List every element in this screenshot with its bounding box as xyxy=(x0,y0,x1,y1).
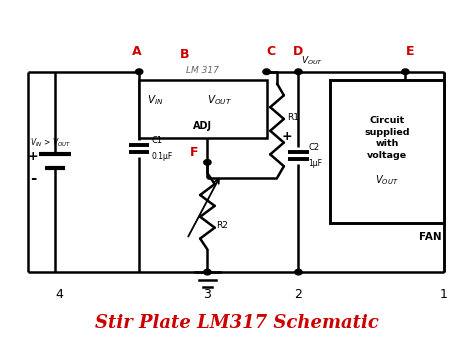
Text: $V_{IN}$ > $V_{OUT}$: $V_{IN}$ > $V_{OUT}$ xyxy=(30,136,71,148)
Text: ADJ: ADJ xyxy=(193,121,212,131)
Circle shape xyxy=(136,69,143,74)
Text: +: + xyxy=(282,130,292,143)
Text: A: A xyxy=(132,45,142,58)
Circle shape xyxy=(204,160,211,165)
Text: $V_{OUT}$: $V_{OUT}$ xyxy=(375,173,399,187)
Text: Stir Plate LM317 Schematic: Stir Plate LM317 Schematic xyxy=(95,314,379,332)
Text: Circuit
supplied
with
voltage: Circuit supplied with voltage xyxy=(365,116,410,160)
Text: C1: C1 xyxy=(152,136,163,145)
Circle shape xyxy=(295,269,302,275)
Text: C2: C2 xyxy=(309,143,319,152)
Text: 2: 2 xyxy=(294,288,302,301)
Text: R1: R1 xyxy=(287,113,299,122)
Bar xyxy=(330,81,444,223)
Text: 3: 3 xyxy=(203,288,211,301)
Text: LM 317: LM 317 xyxy=(186,66,219,75)
Text: 1: 1 xyxy=(440,288,448,301)
Text: E: E xyxy=(406,45,414,58)
Text: R2: R2 xyxy=(217,221,228,229)
Text: FAN: FAN xyxy=(419,232,442,242)
Circle shape xyxy=(204,269,211,275)
Circle shape xyxy=(402,69,409,74)
Text: $V_{OUT}$: $V_{OUT}$ xyxy=(208,94,232,107)
Text: D: D xyxy=(293,45,303,58)
Text: $V_{OUT}$: $V_{OUT}$ xyxy=(301,54,323,66)
Text: +: + xyxy=(28,150,38,163)
Text: 4: 4 xyxy=(55,288,64,301)
Text: -: - xyxy=(30,171,36,186)
Text: $V_{IN}$: $V_{IN}$ xyxy=(147,94,164,107)
Text: 1μF: 1μF xyxy=(309,159,322,168)
Text: F: F xyxy=(190,146,198,159)
Circle shape xyxy=(263,69,270,74)
Text: B: B xyxy=(180,48,190,61)
Text: 0.1μF: 0.1μF xyxy=(152,152,173,161)
Text: C: C xyxy=(266,45,276,58)
Circle shape xyxy=(295,69,302,74)
Bar xyxy=(139,81,266,138)
